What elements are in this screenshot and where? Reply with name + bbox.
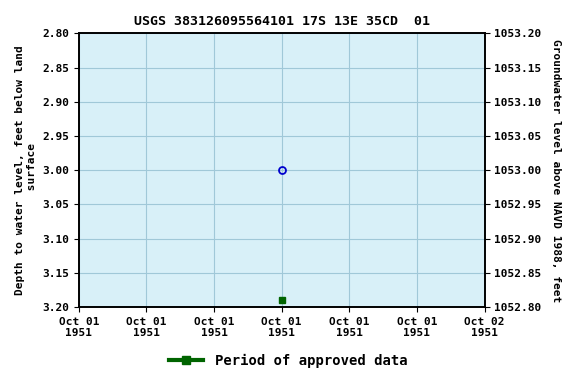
Y-axis label: Depth to water level, feet below land
 surface: Depth to water level, feet below land su… bbox=[15, 45, 37, 295]
Legend: Period of approved data: Period of approved data bbox=[163, 348, 413, 373]
Y-axis label: Groundwater level above NAVD 1988, feet: Groundwater level above NAVD 1988, feet bbox=[551, 38, 561, 302]
Title: USGS 383126095564101 17S 13E 35CD  01: USGS 383126095564101 17S 13E 35CD 01 bbox=[134, 15, 430, 28]
